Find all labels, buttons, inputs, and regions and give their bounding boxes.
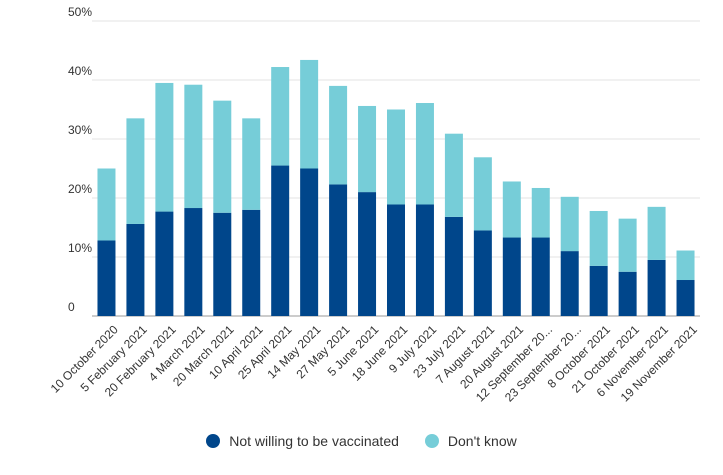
bar-not-willing[interactable] xyxy=(329,184,348,316)
bar-dont-know[interactable] xyxy=(647,206,666,260)
bar-not-willing[interactable] xyxy=(155,211,174,316)
bar-not-willing[interactable] xyxy=(126,223,145,316)
bar-dont-know[interactable] xyxy=(184,84,203,209)
bar-not-willing[interactable] xyxy=(502,237,521,316)
bar-dont-know[interactable] xyxy=(560,196,579,252)
bar-dont-know[interactable] xyxy=(300,59,319,169)
legend: Not willing to be vaccinated Don't know xyxy=(0,433,723,449)
bar-dont-know[interactable] xyxy=(415,103,434,205)
y-axis-ticks: 0 10% 20% 30% 40% 50% xyxy=(68,5,92,314)
bar-not-willing[interactable] xyxy=(444,216,463,316)
bar-dont-know[interactable] xyxy=(676,250,695,281)
y-tick-label: 0 xyxy=(68,300,75,314)
legend-swatch-not-willing xyxy=(206,434,221,448)
bar-dont-know[interactable] xyxy=(358,105,377,193)
bar-not-willing[interactable] xyxy=(271,165,290,316)
y-tick-label: 50% xyxy=(68,5,92,19)
bar-not-willing[interactable] xyxy=(300,168,319,317)
legend-item-dont-know[interactable]: Don't know xyxy=(424,433,517,449)
bar-dont-know[interactable] xyxy=(329,85,348,185)
bar-not-willing[interactable] xyxy=(618,271,637,316)
bar-not-willing[interactable] xyxy=(358,192,377,316)
legend-label-not-willing: Not willing to be vaccinated xyxy=(229,433,399,449)
bar-dont-know[interactable] xyxy=(531,187,550,238)
bar-dont-know[interactable] xyxy=(387,109,405,205)
bar-not-willing[interactable] xyxy=(531,237,550,316)
bar-dont-know[interactable] xyxy=(213,100,232,213)
legend-item-not-willing[interactable]: Not willing to be vaccinated xyxy=(206,433,399,449)
bar-not-willing[interactable] xyxy=(560,251,579,316)
bar-not-willing[interactable] xyxy=(213,212,232,316)
bar-not-willing[interactable] xyxy=(242,209,261,316)
y-tick-label: 20% xyxy=(68,182,92,196)
legend-swatch-dont-know xyxy=(424,434,439,448)
bar-not-willing[interactable] xyxy=(97,240,116,316)
bar-dont-know[interactable] xyxy=(155,82,174,212)
bar-dont-know[interactable] xyxy=(444,133,463,217)
bar-dont-know[interactable] xyxy=(618,218,637,272)
bar-dont-know[interactable] xyxy=(473,157,492,231)
bar-not-willing[interactable] xyxy=(473,230,492,316)
legend-label-dont-know: Don't know xyxy=(447,433,517,449)
bar-dont-know[interactable] xyxy=(502,181,521,238)
bar-not-willing[interactable] xyxy=(387,204,405,316)
bar-dont-know[interactable] xyxy=(97,168,116,241)
bar-not-willing[interactable] xyxy=(415,204,434,316)
y-tick-label: 10% xyxy=(68,241,92,255)
bar-not-willing[interactable] xyxy=(647,259,666,316)
bar-dont-know[interactable] xyxy=(126,118,145,224)
bar-not-willing[interactable] xyxy=(589,265,608,316)
bar-dont-know[interactable] xyxy=(242,118,261,210)
bar-dont-know[interactable] xyxy=(589,210,608,266)
y-tick-label: 30% xyxy=(68,123,92,137)
bar-not-willing[interactable] xyxy=(676,280,695,316)
bar-dont-know[interactable] xyxy=(271,67,290,166)
bar-not-willing[interactable] xyxy=(184,208,203,316)
y-tick-label: 40% xyxy=(68,64,92,78)
bars xyxy=(97,59,695,317)
